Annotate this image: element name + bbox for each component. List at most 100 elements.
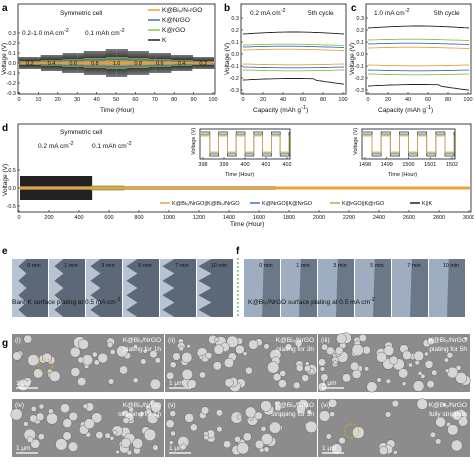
sem-particle [205,352,213,360]
sem-particle [376,351,387,363]
sem-particle [95,431,104,439]
sem-particle [224,378,234,388]
sem-particle [301,374,310,382]
panel-b-xlabel: Capacity (mAh g-1) [253,105,308,114]
sem-particle [154,357,162,364]
sem-particle [383,345,395,356]
panel-c-rate: 1.0 mA cm-2 [374,8,410,17]
sem-particle [277,379,287,389]
c-x-tick-label-2: 40 [405,97,411,103]
f-sample-3 [373,259,391,317]
inset-1-xlabel: Time (Hour) [225,172,254,178]
d-x-tick-label-11: 2200 [343,215,355,221]
panel-c-plot-frame [365,3,472,95]
curve-k-charge [367,25,470,29]
sem-particle [23,421,29,427]
scale-label-0: 1 μm [16,380,31,387]
sem-particle [236,442,250,455]
sem-particle [242,432,252,442]
scale-label-3: 1 μm [16,445,31,452]
sem-particle [279,370,287,377]
sem-particle [216,426,223,433]
sem-particle [128,407,134,413]
sem-particle [242,351,248,357]
a-x-tick-label-1: 10 [35,97,41,103]
sem-index-3: (iv) [15,402,24,409]
a-x-tick-label-9: 90 [191,97,197,103]
b-x-tick-label-0: 0 [241,97,244,103]
a-x-tick-label-0: 0 [17,97,20,103]
panel-g: g (i) K@Bi₀/NrGO plating for 1h 1 μm (ii) K@B… [2,332,471,457]
sem-particle [463,336,469,342]
curve-rgo-discharge [242,69,345,72]
panel-label-a: a [2,3,8,14]
b-y-tick-label-5: -0.2 [230,76,239,82]
sem-index-2: (iii) [321,337,330,344]
sem-particle [152,444,159,451]
sem-particle [385,411,392,418]
sem-particle [112,430,118,436]
f-time-1: 1 min [296,263,309,269]
sem-particle [226,335,239,348]
sem-particle [236,414,242,420]
sem-particle [67,441,79,452]
sem-particle [223,357,234,368]
rate-label-8: 0.2 [199,61,207,67]
a-y-tick-label-1: 0.2 [8,41,16,47]
sem-particle [450,439,463,452]
f-time-4: 7 min [407,263,420,269]
sem-particle [198,355,204,360]
curve-bi-nrgo-charge [242,48,345,51]
sem-particle [443,357,449,363]
sem-particle [42,352,52,363]
sem-particle [328,398,338,408]
f-sample-2 [336,259,354,317]
sem-particle [260,433,273,445]
sem-particle [104,432,111,439]
a-x-tick-label-4: 40 [94,97,100,103]
sem-particle [184,413,194,423]
sem-particle [319,366,326,372]
panel-d-legend: K@Bi₀/NrGO||K@Bi₀/NrGO K@NrGO||K@NrGO K@… [160,201,433,207]
panel-a-legend: K@Bi₀/N-rGO K@NrGO K@rGO K [148,7,202,44]
sem-particle [320,373,329,382]
in2-x-tick-label-2: 1500 [402,162,414,168]
sem-particle [109,435,115,441]
sem-particle [401,381,407,387]
sem-particle [318,358,327,367]
panel-a-title: Symmetric cell [60,10,103,17]
sem-particle [325,433,332,440]
e-sample-4 [162,259,196,317]
e-time-1: 1 min [64,263,77,269]
legend-label-bi-nrgo: K@Bi₀/N-rGO [162,7,202,14]
panel-d-y-ticks: 0.5 0.0 -0.5 [7,168,20,210]
sem-particle [169,361,177,369]
sem-particle [379,446,389,456]
f-time-0: 0 min [259,263,272,269]
sem-particle [435,416,446,428]
sem-particle [26,436,34,443]
sem-particle [150,401,162,413]
sem-title-4: K@Bi₀/NrGO [276,402,314,409]
sem-particle [133,344,138,349]
d-y-tick-label-1: 0.0 [8,186,16,192]
inset-2-ylabel: Voltage (V) [353,128,359,155]
rate-label-1: 0.4 [48,61,56,67]
sem-index-0: (i) [15,337,21,344]
sem-particle [78,338,89,350]
c-y-tick-label-4: -0.1 [355,64,364,70]
sem-particle [35,412,45,421]
sem-particle [331,443,343,455]
panel-a-voltage-traces [18,48,215,78]
f-sample-0 [262,259,280,317]
sem-particle [318,410,331,422]
curve-nrgo-discharge [242,66,345,69]
sem-particle [455,371,467,384]
rate-label-4: 1.0 [113,61,121,67]
panel-b-plot-frame [240,3,347,95]
f-time-5: 10 min [443,263,460,269]
b-x-tick-label-1: 20 [260,97,266,103]
sem-particle [393,450,398,455]
e-time-4: 7 min [175,263,188,269]
curve-bi-nrgo-charge [367,46,470,49]
